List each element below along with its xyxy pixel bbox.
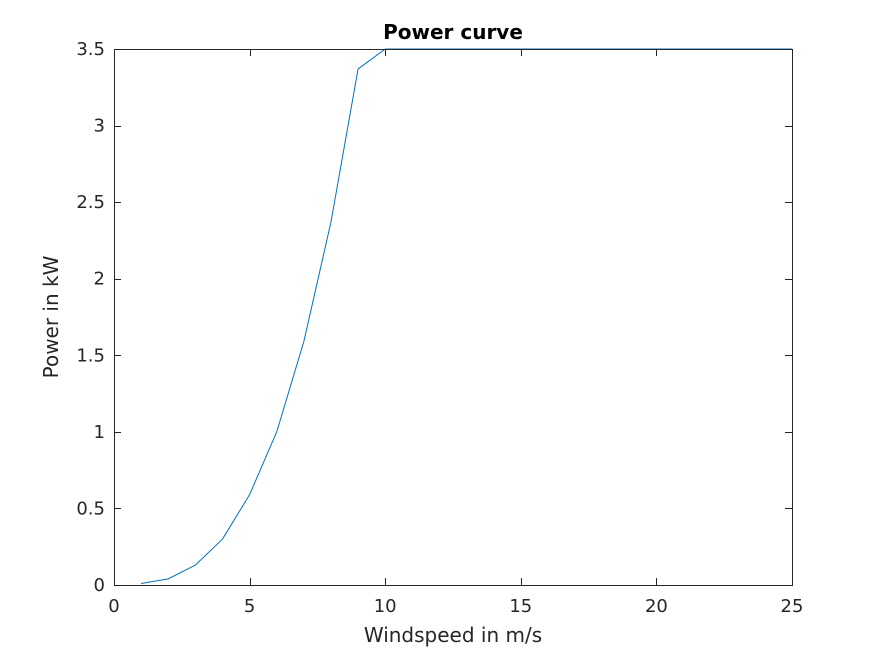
y-tick-label: 1.5 [76,345,105,366]
y-tick-label: 3 [94,116,105,137]
plot-area [114,49,792,585]
x-tick-label: 5 [244,596,255,617]
y-tick-label: 1 [94,422,105,443]
y-tick-label: 3.5 [76,39,105,60]
y-tick-label: 0.5 [76,498,105,519]
y-tick-label: 0 [94,575,105,596]
x-tick-label: 20 [645,596,668,617]
x-tick-label: 0 [108,596,119,617]
y-tick-label: 2.5 [76,192,105,213]
x-tick-label: 15 [509,596,532,617]
x-tick-label: 10 [374,596,397,617]
x-axis-label: Windspeed in m/s [364,623,542,647]
axes-box [114,49,793,586]
y-axis-label: Power in kW [39,255,63,378]
chart-title: Power curve [383,20,523,44]
x-tick-label: 25 [781,596,804,617]
axes-layer [114,49,793,586]
ticks-layer: 0 5 10 15 20 25 0 0.5 1 1.5 2 2.5 3 3.5 [76,39,803,617]
y-tick-label: 2 [94,269,105,290]
